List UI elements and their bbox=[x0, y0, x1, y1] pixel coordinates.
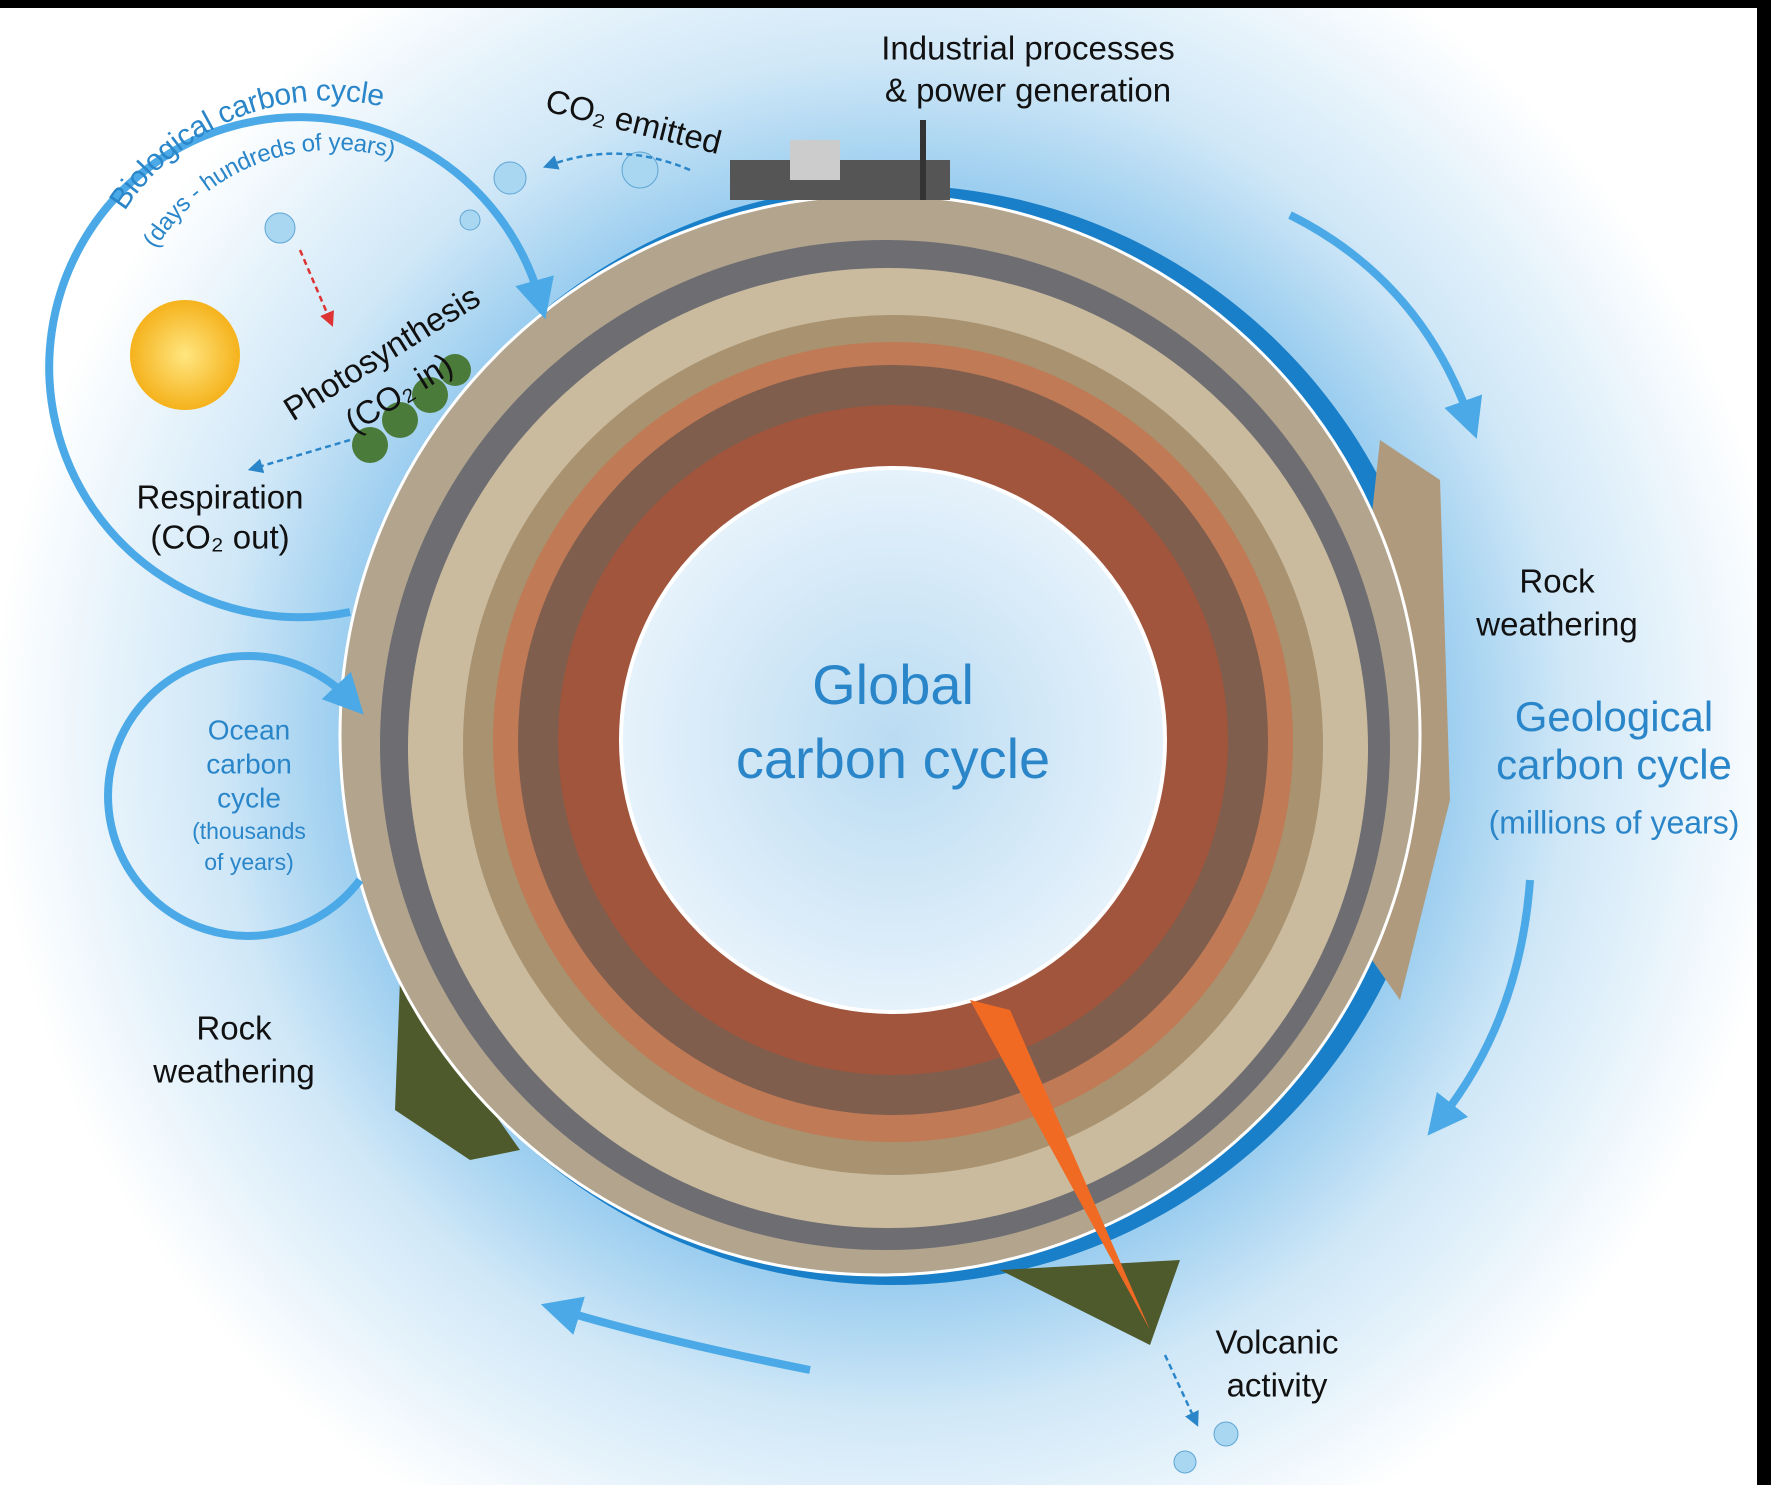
label: Rock bbox=[1519, 563, 1595, 600]
center-title: Global bbox=[812, 653, 974, 716]
sun bbox=[130, 300, 240, 410]
label: (thousands bbox=[192, 818, 306, 844]
border-right bbox=[1757, 0, 1771, 1485]
label: Ocean bbox=[208, 714, 291, 745]
label: of years) bbox=[204, 849, 293, 875]
label: carbon cycle bbox=[1496, 741, 1732, 788]
label: (CO₂ out) bbox=[150, 519, 289, 556]
diagram: Global carbon cycle Industrial processes… bbox=[0, 0, 1771, 1485]
label: Respiration bbox=[137, 479, 304, 516]
label: Industrial processes bbox=[881, 30, 1174, 67]
page: { "center": {"lines": ["Global", "carbon… bbox=[0, 0, 1771, 1485]
label: activity bbox=[1227, 1367, 1328, 1404]
label: Geological bbox=[1515, 693, 1713, 740]
label: cycle bbox=[217, 782, 281, 813]
label: weathering bbox=[152, 1053, 314, 1090]
label: & power generation bbox=[885, 72, 1171, 109]
label: (millions of years) bbox=[1489, 804, 1740, 840]
center-title: carbon cycle bbox=[736, 727, 1050, 790]
border-top bbox=[0, 0, 1771, 8]
label: weathering bbox=[1475, 606, 1637, 643]
label: carbon bbox=[206, 748, 292, 779]
label: Rock bbox=[196, 1010, 272, 1047]
label: Volcanic bbox=[1216, 1324, 1339, 1361]
